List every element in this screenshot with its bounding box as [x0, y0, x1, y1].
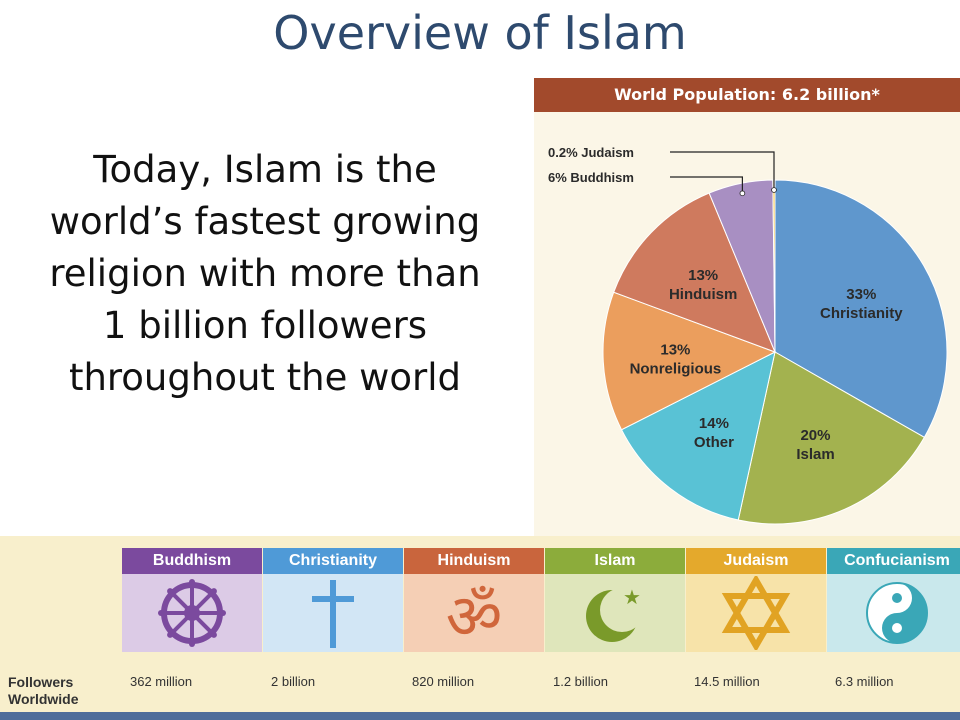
body-line: world’s fastest growing [49, 200, 481, 243]
religion-column-confucianism: Confucianism [827, 548, 960, 652]
slice-name-label: Nonreligious [630, 361, 722, 378]
religion-followers-value: 6.3 million [835, 674, 894, 689]
slide-bottom-bar [0, 712, 960, 720]
chart-title: World Population: 6.2 billion* [534, 78, 960, 112]
slice-name-label: Christianity [820, 305, 903, 322]
star-of-david-icon [686, 574, 826, 652]
slice-name-label: Hinduism [669, 286, 737, 303]
callout-leader-line [670, 176, 743, 194]
religion-column-buddhism: Buddhism [122, 548, 262, 652]
yin-yang-icon [827, 574, 960, 652]
religions-strip: Buddhism 362 million Christianity 2 billion… [0, 536, 960, 714]
religion-name: Buddhism [122, 548, 262, 574]
religion-column-christianity: Christianity [263, 548, 403, 652]
pie-slice-hinduism [613, 192, 776, 353]
pie-slice-other [620, 351, 776, 521]
religion-column-hinduism: Hinduism ॐ [404, 548, 544, 652]
religion-column-judaism: Judaism [686, 548, 826, 652]
religion-followers-value: 2 billion [271, 674, 316, 689]
cross-icon [263, 574, 403, 652]
slice-value-label: 13% [660, 342, 690, 359]
religion-followers-value: 14.5 million [694, 674, 760, 689]
svg-text:ॐ: ॐ [446, 580, 503, 650]
religion-followers-value: 362 million [130, 674, 193, 689]
callout-label-judaism: 0.2% Judaism [548, 145, 634, 160]
pie-slice-nonreligious [602, 291, 777, 431]
religion-name: Islam [545, 548, 685, 574]
world-population-chart: World Population: 6.2 billion* 33% Christ… [534, 78, 960, 536]
svg-text:★: ★ [623, 585, 641, 609]
callout-label-buddhism: 6% Buddhism [548, 170, 634, 185]
pie-chart: 33% Christianity 20% Islam 14% Other 13% Nonrel… [548, 145, 948, 525]
religion-name: Judaism [686, 548, 826, 574]
slice-value-label: 33% [846, 286, 876, 303]
religion-column-islam: Islam ★ [545, 548, 685, 652]
callout-leader-line [670, 151, 775, 191]
pie-slice-christianity [774, 179, 948, 439]
crescent-star-icon: ★ [545, 574, 685, 652]
body-line: religion with more than [49, 252, 481, 295]
body-line: Today, Islam is the [93, 148, 437, 191]
slide-body-text: Today, Islam is the world’s fastest grow… [20, 144, 510, 404]
body-line: 1 billion followers [102, 304, 428, 347]
slice-value-label: 20% [800, 427, 830, 444]
religion-name: Christianity [263, 548, 403, 574]
slice-value-label: 13% [688, 267, 718, 284]
om-icon: ॐ [404, 574, 544, 652]
followers-label-line: Worldwide [8, 691, 79, 707]
callout-dot [771, 187, 777, 193]
slice-value-label: 14% [699, 415, 729, 432]
slide-title: Overview of Islam [273, 6, 687, 60]
religion-name: Confucianism [827, 548, 960, 574]
religion-followers-value: 820 million [412, 674, 475, 689]
callout-dot [739, 190, 746, 197]
body-line: throughout the world [68, 356, 462, 399]
slice-name-label: Islam [796, 446, 834, 463]
dharma-wheel-icon [122, 574, 262, 652]
followers-label-line: Followers [8, 674, 74, 690]
religion-followers-value: 1.2 billion [553, 674, 608, 689]
followers-worldwide-label: Followers Worldwide [8, 674, 79, 708]
pie-slice-islam [737, 351, 926, 525]
slice-name-label: Other [694, 434, 734, 451]
religion-name: Hinduism [404, 548, 544, 574]
